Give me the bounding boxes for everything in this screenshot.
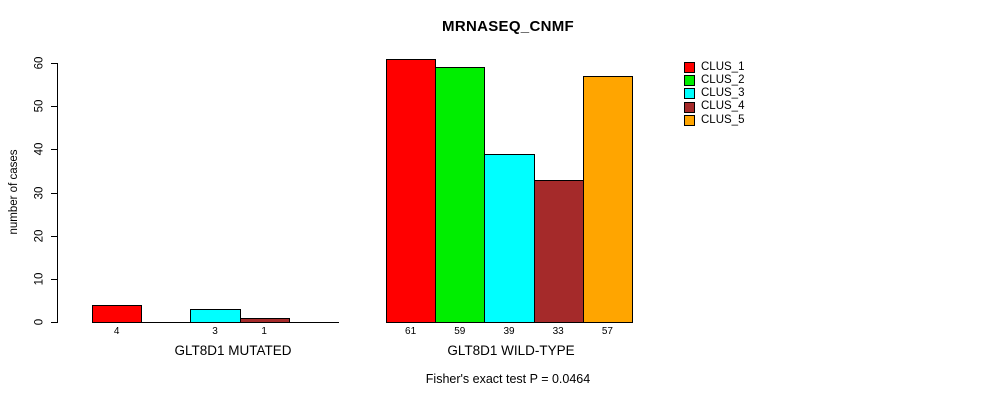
y-tick-label: 20 <box>33 229 46 243</box>
legend-item: CLUS_5 <box>684 114 744 127</box>
bar-value-label: 61 <box>405 326 417 337</box>
fisher-test-annotation: Fisher's exact test P = 0.0464 <box>425 372 591 386</box>
y-tick-label: 40 <box>33 142 46 156</box>
y-tick-label: 30 <box>33 186 46 199</box>
legend: CLUS_1 CLUS_2 CLUS_3 CLUS_4 CLUS_5 <box>684 61 744 127</box>
y-axis-label: number of cases <box>8 149 20 235</box>
legend-item-label: CLUS_2 <box>701 74 745 87</box>
bar-clus_2-wildtype <box>435 67 486 323</box>
y-axis-tick <box>51 149 57 151</box>
legend-color-swatch <box>684 101 695 113</box>
legend-item-label: CLUS_3 <box>701 87 745 100</box>
bar-value-label: 1 <box>261 326 267 337</box>
legend-item: CLUS_3 <box>684 87 744 100</box>
bar-clus_4-mutated <box>239 317 290 323</box>
y-axis-tick <box>51 278 57 280</box>
legend-color-swatch <box>684 114 695 126</box>
y-tick-label: 10 <box>33 272 46 286</box>
bar-clus_3-wildtype <box>484 153 535 323</box>
y-axis-tick <box>51 63 57 64</box>
x-axis-group-label: GLT8D1 WILD-TYPE <box>447 343 575 358</box>
bar-value-label: 39 <box>503 326 515 337</box>
x-axis-group-label: GLT8D1 MUTATED <box>174 343 292 358</box>
chart-title: MRNASEQ_CNMF <box>442 18 574 35</box>
y-tick-label: 0 <box>33 318 46 326</box>
legend-item: CLUS_1 <box>684 61 744 74</box>
bar-clus_3-mutated <box>190 309 241 323</box>
legend-item: CLUS_4 <box>684 101 744 114</box>
y-axis-line <box>57 63 58 323</box>
bar-clus_1-wildtype <box>386 58 437 323</box>
bar-value-label: 4 <box>113 326 120 337</box>
legend-color-swatch <box>684 75 695 87</box>
bar-value-label: 3 <box>212 326 218 337</box>
bar-value-label: 33 <box>552 326 564 337</box>
bar-clus_5-wildtype <box>582 75 633 323</box>
y-tick-label: 50 <box>33 99 46 113</box>
bar-clus_1-mutated <box>92 304 143 323</box>
legend-color-swatch <box>684 62 695 74</box>
y-axis-tick <box>51 192 57 194</box>
legend-color-swatch <box>684 88 695 100</box>
y-axis-tick <box>51 322 57 323</box>
legend-item-label: CLUS_5 <box>701 113 745 126</box>
bar-value-label: 59 <box>454 326 466 337</box>
bar-value-label: 57 <box>601 326 613 337</box>
y-tick-label: 60 <box>33 56 46 70</box>
legend-item: CLUS_2 <box>684 74 744 87</box>
y-axis-tick <box>51 106 57 108</box>
legend-item-label: CLUS_4 <box>701 100 745 113</box>
y-axis-tick <box>51 235 57 237</box>
bar-clus_4-wildtype <box>533 179 584 323</box>
legend-item-label: CLUS_1 <box>701 60 745 73</box>
